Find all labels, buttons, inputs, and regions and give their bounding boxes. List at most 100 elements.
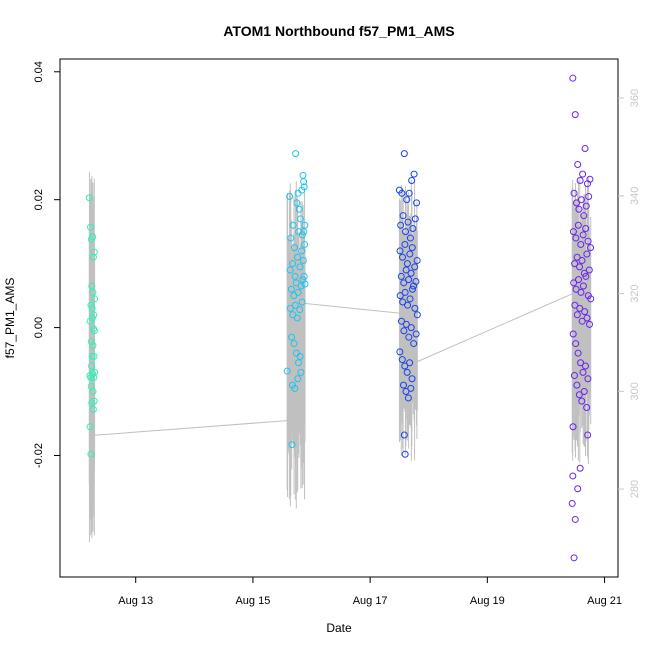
data-point <box>300 228 308 236</box>
data-point <box>290 244 298 252</box>
data-point <box>572 285 580 293</box>
data-point <box>408 285 416 293</box>
data-point <box>297 368 305 376</box>
data-point <box>580 212 588 220</box>
data-point <box>88 362 96 370</box>
data-point <box>574 221 582 229</box>
data-point <box>404 301 412 309</box>
data-point <box>90 397 98 405</box>
data-point <box>86 423 94 431</box>
data-point <box>409 224 417 232</box>
data-point <box>571 301 579 309</box>
data-point <box>397 272 405 280</box>
data-point <box>398 253 406 261</box>
data-point <box>291 272 299 280</box>
data-point <box>296 352 304 360</box>
data-point <box>403 368 411 376</box>
data-point <box>286 266 294 274</box>
data-point <box>411 215 419 223</box>
data-point <box>298 231 306 239</box>
x-tick-label: Aug 17 <box>353 595 388 607</box>
x-tick-label: Aug 19 <box>470 595 505 607</box>
data-point <box>583 250 591 258</box>
data-point <box>411 263 419 271</box>
data-point <box>293 314 301 322</box>
data-point <box>292 150 300 158</box>
y-axis-label: f57_PM1_AMS <box>3 278 17 359</box>
y-tick-label: 0.02 <box>33 189 45 210</box>
data-point <box>404 218 412 226</box>
data-point <box>402 320 410 328</box>
data-point <box>585 266 593 274</box>
data-point <box>291 301 299 309</box>
data-point <box>293 199 301 207</box>
data-point <box>406 359 414 367</box>
data-point <box>582 224 590 232</box>
data-point <box>299 256 307 264</box>
data-point <box>577 196 585 204</box>
data-point <box>570 189 578 197</box>
data-point <box>300 183 308 191</box>
data-point <box>406 250 414 258</box>
data-point <box>408 375 416 383</box>
data-point <box>407 324 415 332</box>
points-layer <box>85 74 595 562</box>
data-point <box>570 279 578 287</box>
data-point <box>579 282 587 290</box>
data-point <box>582 272 590 280</box>
data-point <box>299 171 307 179</box>
data-point <box>400 431 408 439</box>
data-point <box>575 205 583 213</box>
data-point <box>569 423 577 431</box>
data-point <box>568 499 576 507</box>
data-point <box>90 311 98 319</box>
data-point <box>289 260 297 268</box>
data-point <box>575 276 583 284</box>
data-point <box>296 263 304 271</box>
data-point <box>300 272 308 280</box>
data-point <box>283 367 291 375</box>
data-point <box>400 381 408 389</box>
data-point <box>89 405 97 413</box>
data-point <box>90 327 98 335</box>
data-point <box>585 192 593 200</box>
data-point <box>577 359 585 367</box>
data-point <box>402 228 410 236</box>
y2-tick-label: 360 <box>629 89 641 107</box>
data-point <box>574 161 582 169</box>
data-point <box>298 298 306 306</box>
data-point <box>301 240 309 248</box>
data-point <box>88 304 96 312</box>
data-point <box>397 317 405 325</box>
x-axis-label: Date <box>326 621 352 635</box>
data-point <box>583 314 591 322</box>
data-point <box>396 292 404 300</box>
data-point <box>573 253 581 261</box>
y-tick-label: -0.02 <box>33 443 45 468</box>
data-point <box>402 388 410 396</box>
data-point <box>401 288 409 296</box>
data-point <box>289 311 297 319</box>
data-point <box>88 314 96 322</box>
data-point <box>573 311 581 319</box>
data-point <box>584 237 592 245</box>
data-point <box>412 330 420 338</box>
data-point <box>570 554 578 562</box>
data-point <box>410 170 418 178</box>
data-point <box>569 472 577 480</box>
data-point <box>576 177 584 185</box>
data-point <box>586 175 594 183</box>
data-point <box>404 394 412 402</box>
data-point <box>413 256 421 264</box>
data-point <box>89 253 97 261</box>
x-tick-label: Aug 13 <box>118 595 153 607</box>
y-tick-label: 0.04 <box>33 61 45 82</box>
data-point <box>573 381 581 389</box>
data-point <box>583 404 591 412</box>
data-point <box>579 170 587 178</box>
data-point <box>401 240 409 248</box>
x-tick-label: Aug 15 <box>235 595 270 607</box>
data-point <box>580 269 588 277</box>
data-point <box>298 247 306 255</box>
